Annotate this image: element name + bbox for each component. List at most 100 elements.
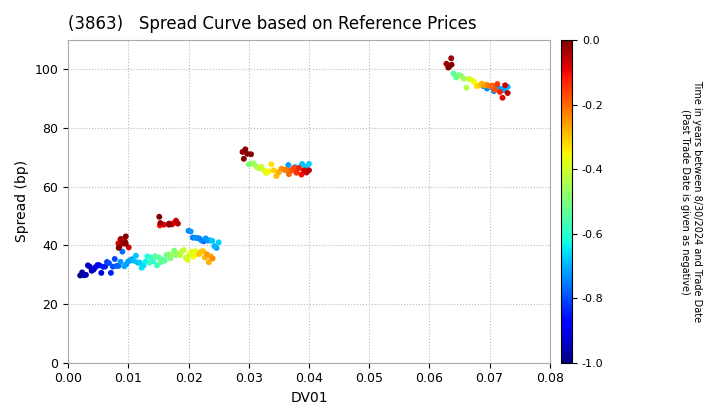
Point <box>195 248 207 255</box>
Point <box>204 237 216 244</box>
Point <box>166 221 178 228</box>
Point <box>97 263 109 270</box>
Point <box>266 161 277 168</box>
Point <box>446 55 457 62</box>
X-axis label: DV01: DV01 <box>290 391 328 405</box>
Point <box>182 257 194 263</box>
Point <box>94 262 105 269</box>
Point <box>157 257 168 263</box>
Point <box>122 258 134 265</box>
Y-axis label: Time in years between 8/30/2024 and Trade Date
(Past Trade Date is given as nega: Time in years between 8/30/2024 and Trad… <box>680 80 701 323</box>
Point <box>281 166 292 173</box>
Point <box>120 239 131 246</box>
Point <box>172 251 184 257</box>
Point <box>268 167 279 174</box>
Point <box>263 168 274 175</box>
Point <box>159 257 171 264</box>
Point <box>119 263 130 270</box>
Point <box>256 163 267 170</box>
Point <box>125 257 136 264</box>
Point <box>172 220 184 227</box>
Point <box>178 247 189 253</box>
Point <box>88 266 99 273</box>
Point <box>82 262 94 269</box>
Point <box>463 76 474 82</box>
Point <box>155 220 166 226</box>
Point <box>291 169 302 176</box>
Point <box>471 83 482 89</box>
Point <box>485 84 496 90</box>
Point <box>176 248 188 255</box>
Point <box>481 85 492 92</box>
Point <box>117 248 128 255</box>
Point <box>109 256 120 262</box>
Point <box>443 63 454 70</box>
Point <box>196 237 207 244</box>
Text: (3863)   Spread Curve based on Reference Prices: (3863) Spread Curve based on Reference P… <box>68 15 477 33</box>
Point <box>283 171 294 178</box>
Point <box>481 81 492 88</box>
Point <box>453 72 464 79</box>
Point <box>497 94 508 101</box>
Point <box>194 235 205 242</box>
Point <box>117 240 129 247</box>
Point <box>458 75 469 82</box>
Point <box>102 259 113 265</box>
Point <box>161 252 172 258</box>
Point <box>441 60 452 67</box>
Point <box>303 160 315 167</box>
Point <box>114 236 126 243</box>
Point <box>296 171 307 178</box>
Point <box>86 268 97 274</box>
Point <box>286 167 297 174</box>
Point <box>243 161 255 168</box>
Point <box>258 167 269 174</box>
Point <box>192 251 203 257</box>
Point <box>76 269 88 276</box>
Point <box>474 82 485 89</box>
Point <box>126 256 138 262</box>
Point <box>117 240 128 247</box>
Y-axis label: Spread (bp): Spread (bp) <box>15 160 29 242</box>
Point <box>443 64 454 71</box>
Point <box>78 272 90 279</box>
Point <box>119 238 130 244</box>
Point <box>103 260 114 267</box>
Point <box>112 240 124 247</box>
Point <box>240 146 251 152</box>
Point <box>211 244 222 251</box>
Point <box>466 76 477 83</box>
Point <box>448 70 459 77</box>
Point <box>158 221 170 228</box>
Point <box>115 236 127 242</box>
Point <box>184 251 195 258</box>
Point <box>478 83 490 89</box>
Point <box>301 169 312 176</box>
Point <box>461 84 472 91</box>
Point <box>207 237 218 244</box>
Point <box>185 228 197 235</box>
Point <box>293 165 305 171</box>
Point <box>500 82 511 89</box>
Point <box>142 253 153 260</box>
Point <box>138 262 149 269</box>
Point <box>207 255 218 262</box>
Point <box>200 235 212 242</box>
Point <box>194 251 205 257</box>
Point <box>293 165 305 171</box>
Point <box>203 259 215 265</box>
Point <box>168 247 180 254</box>
Point <box>253 165 264 172</box>
Point <box>171 252 182 258</box>
Point <box>303 167 315 173</box>
Point <box>120 261 132 268</box>
Point <box>111 262 122 269</box>
Point <box>273 169 284 176</box>
Point <box>166 251 178 258</box>
Point <box>248 160 259 167</box>
Point <box>479 82 490 89</box>
Point <box>201 251 212 257</box>
Point <box>492 84 503 91</box>
Point <box>91 262 103 268</box>
Point <box>113 244 125 251</box>
